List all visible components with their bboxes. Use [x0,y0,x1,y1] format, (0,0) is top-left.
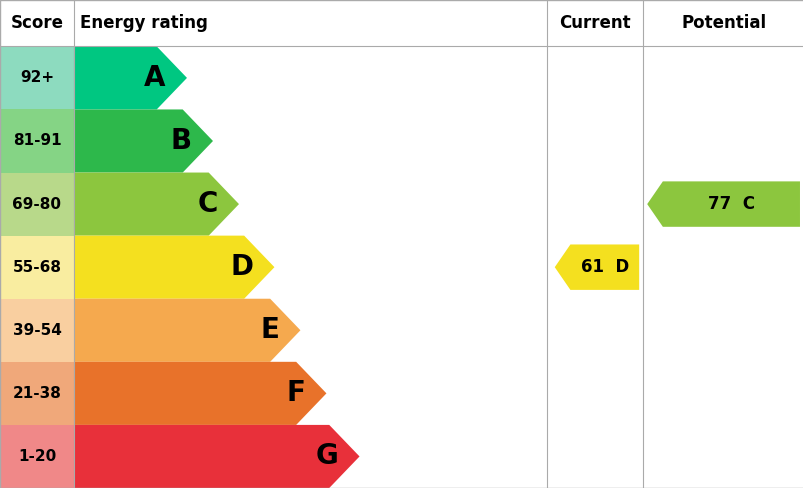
Polygon shape [74,109,213,173]
Text: 21-38: 21-38 [13,386,61,401]
Polygon shape [554,244,638,290]
Bar [0,425,74,488]
Text: D: D [230,253,253,281]
Text: E: E [260,316,279,344]
Text: Potential: Potential [680,14,765,32]
Bar [0,362,74,425]
Bar [0,173,74,236]
Text: 92+: 92+ [20,70,54,85]
Bar [0,299,74,362]
Polygon shape [74,236,274,299]
Bar [0,46,74,109]
Text: C: C [198,190,218,218]
Polygon shape [74,362,326,425]
Text: Score: Score [10,14,63,32]
Polygon shape [646,182,799,227]
Polygon shape [74,173,238,236]
Text: 1-20: 1-20 [18,449,56,464]
Polygon shape [74,299,300,362]
Bar [0,109,74,173]
Polygon shape [74,425,359,488]
Bar [0,236,74,299]
Text: A: A [144,64,165,92]
Text: 81-91: 81-91 [13,134,61,148]
Text: 69-80: 69-80 [13,197,61,212]
Text: 61  D: 61 D [580,258,628,276]
Text: 55-68: 55-68 [13,260,61,275]
Text: F: F [286,379,305,407]
Text: G: G [316,443,338,470]
Text: Energy rating: Energy rating [80,14,208,32]
Polygon shape [74,46,187,109]
Text: Current: Current [558,14,630,32]
Text: 39-54: 39-54 [13,323,61,338]
Text: B: B [170,127,192,155]
Text: 77  C: 77 C [707,195,754,213]
